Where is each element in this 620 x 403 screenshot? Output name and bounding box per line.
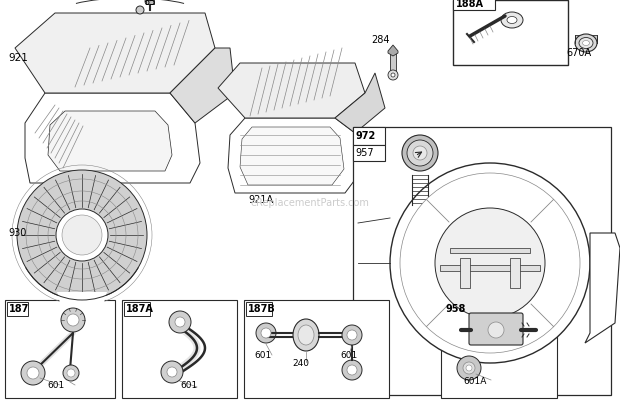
Polygon shape [15, 13, 215, 93]
Circle shape [161, 361, 183, 383]
Circle shape [488, 322, 504, 338]
Circle shape [347, 365, 357, 375]
Bar [246, 302, 272, 316]
Ellipse shape [575, 34, 597, 52]
Polygon shape [170, 48, 235, 123]
Text: 601A: 601A [463, 377, 486, 386]
Ellipse shape [501, 12, 523, 28]
Circle shape [67, 314, 79, 326]
Text: 65: 65 [143, 0, 156, 7]
Text: 921A: 921A [248, 195, 273, 205]
Bar [510, 258, 520, 288]
Circle shape [27, 367, 39, 379]
Ellipse shape [298, 325, 314, 345]
Text: 921: 921 [8, 53, 28, 63]
Circle shape [175, 317, 185, 327]
Circle shape [67, 369, 75, 377]
Circle shape [435, 208, 545, 318]
Polygon shape [335, 73, 385, 133]
Text: 601: 601 [180, 381, 197, 390]
Bar [353, 127, 385, 145]
Text: 958: 958 [445, 304, 466, 314]
Circle shape [390, 163, 590, 363]
Text: 187A: 187A [126, 304, 154, 314]
Text: 930: 930 [8, 228, 27, 238]
Bar [353, 127, 611, 395]
Bar [146, 0, 154, 4]
Polygon shape [240, 127, 344, 185]
Text: 187: 187 [9, 304, 29, 314]
Bar [443, 302, 464, 316]
Polygon shape [48, 111, 172, 171]
Polygon shape [25, 93, 200, 183]
Circle shape [342, 325, 362, 345]
Bar [122, 300, 237, 398]
Bar [440, 265, 540, 271]
Bar [390, 51, 396, 71]
Ellipse shape [579, 37, 593, 48]
Circle shape [261, 328, 271, 338]
Text: 972: 972 [355, 131, 375, 141]
FancyBboxPatch shape [469, 313, 523, 345]
Bar [244, 300, 389, 398]
Circle shape [466, 365, 472, 371]
Ellipse shape [293, 319, 319, 351]
Bar [5, 300, 115, 398]
Bar [460, 258, 470, 288]
Circle shape [136, 6, 144, 14]
Circle shape [21, 361, 45, 385]
Bar [450, 248, 530, 253]
Bar [575, 35, 597, 43]
Circle shape [256, 323, 276, 343]
Circle shape [61, 308, 85, 332]
Polygon shape [57, 292, 107, 318]
Ellipse shape [583, 40, 590, 46]
Circle shape [407, 140, 433, 166]
Text: 284: 284 [371, 35, 389, 45]
Circle shape [457, 356, 481, 380]
Text: 957: 957 [355, 148, 374, 158]
Circle shape [400, 173, 580, 353]
Text: 601: 601 [47, 381, 64, 390]
Text: 601: 601 [340, 351, 357, 360]
Circle shape [402, 135, 438, 171]
Polygon shape [585, 233, 620, 343]
Circle shape [169, 311, 191, 333]
Circle shape [56, 209, 108, 261]
Bar [453, 0, 568, 65]
Text: 601: 601 [254, 351, 272, 360]
Bar [441, 300, 557, 398]
Circle shape [347, 330, 357, 340]
Polygon shape [218, 63, 365, 118]
Ellipse shape [507, 17, 517, 23]
Text: 240: 240 [292, 359, 309, 368]
Text: 188A: 188A [456, 0, 484, 9]
Circle shape [342, 360, 362, 380]
Circle shape [388, 70, 398, 80]
Bar [353, 145, 385, 161]
Text: 187B: 187B [248, 304, 276, 314]
Circle shape [463, 362, 475, 374]
Polygon shape [388, 45, 398, 56]
Circle shape [63, 365, 79, 381]
Text: 670A: 670A [566, 48, 591, 58]
Circle shape [17, 170, 147, 300]
Text: eReplacementParts.com: eReplacementParts.com [250, 198, 370, 208]
Circle shape [391, 73, 395, 77]
Circle shape [167, 367, 177, 377]
Bar [124, 302, 150, 316]
Circle shape [62, 215, 102, 255]
Bar [453, 0, 495, 10]
Polygon shape [228, 118, 360, 193]
Bar [7, 302, 27, 316]
Circle shape [413, 146, 427, 160]
